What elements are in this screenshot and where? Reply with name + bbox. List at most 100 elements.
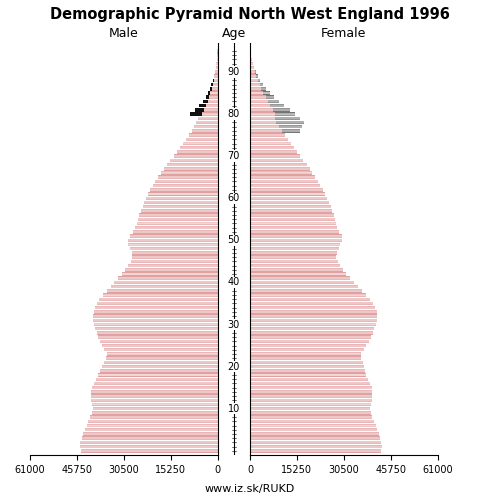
Bar	[250, 214, 334, 217]
Bar	[106, 289, 218, 292]
Bar	[250, 369, 366, 372]
Bar	[250, 192, 326, 196]
Bar	[250, 70, 256, 73]
Bar	[250, 314, 378, 318]
Bar	[90, 398, 218, 402]
Bar	[96, 331, 218, 334]
Bar	[250, 424, 376, 428]
Bar	[268, 100, 279, 103]
Bar	[138, 218, 218, 221]
Bar	[250, 294, 366, 297]
Bar	[204, 108, 218, 112]
Bar	[98, 374, 218, 377]
Bar	[250, 272, 346, 276]
Bar	[250, 327, 374, 330]
Bar	[250, 420, 374, 423]
Bar	[250, 238, 342, 242]
Bar	[210, 87, 212, 90]
Bar	[250, 318, 377, 322]
Bar	[250, 289, 362, 292]
Bar	[130, 260, 218, 263]
Bar	[250, 280, 354, 284]
Bar	[250, 163, 306, 166]
Bar	[275, 116, 300, 120]
Bar	[250, 146, 294, 150]
Bar	[250, 449, 381, 452]
Bar	[250, 336, 371, 339]
Bar	[250, 87, 266, 90]
Bar	[250, 356, 362, 360]
Bar	[250, 382, 370, 385]
Bar	[250, 416, 372, 419]
Bar	[217, 58, 218, 61]
Bar	[94, 318, 218, 322]
Bar	[164, 167, 218, 170]
Bar	[92, 386, 218, 390]
Bar	[250, 428, 378, 432]
Bar	[203, 100, 207, 103]
Bar	[272, 108, 289, 112]
Bar	[250, 83, 263, 86]
Bar	[250, 116, 300, 120]
Bar	[250, 100, 279, 103]
Bar	[214, 78, 218, 82]
Bar	[212, 87, 218, 90]
Bar	[250, 432, 379, 436]
Bar	[100, 369, 218, 372]
Bar	[128, 264, 218, 268]
Bar	[84, 428, 218, 432]
Bar	[250, 226, 338, 230]
Bar	[167, 163, 218, 166]
Bar	[94, 310, 218, 314]
Bar	[250, 398, 372, 402]
Bar	[133, 230, 218, 234]
Bar	[170, 158, 218, 162]
Bar	[250, 247, 339, 250]
Bar	[250, 340, 368, 343]
Bar	[250, 306, 375, 310]
Bar	[282, 129, 300, 132]
Bar	[192, 129, 218, 132]
Bar	[110, 285, 218, 288]
Text: Male: Male	[109, 28, 138, 40]
Bar	[250, 96, 274, 99]
Bar	[250, 407, 370, 410]
Bar	[88, 420, 218, 423]
Bar	[95, 306, 218, 310]
Bar	[158, 176, 218, 179]
Bar	[250, 150, 298, 154]
Bar	[146, 196, 218, 200]
Bar	[250, 108, 290, 112]
Text: 80: 80	[228, 109, 240, 119]
Bar	[206, 104, 218, 108]
Bar	[92, 407, 218, 410]
Text: Age: Age	[222, 28, 246, 40]
Bar	[250, 256, 336, 259]
Bar	[250, 158, 304, 162]
Bar	[106, 356, 218, 360]
Bar	[250, 365, 364, 368]
Bar	[83, 432, 218, 436]
Bar	[250, 62, 253, 66]
Bar	[250, 58, 252, 61]
Bar	[263, 92, 270, 94]
Text: www.iz.sk/RUKD: www.iz.sk/RUKD	[205, 484, 295, 494]
Bar	[92, 403, 218, 406]
Bar	[250, 390, 372, 394]
Bar	[125, 268, 218, 272]
Bar	[100, 298, 218, 301]
Bar	[250, 78, 260, 82]
Bar	[216, 62, 218, 66]
Bar	[94, 382, 218, 385]
Bar	[250, 378, 368, 381]
Bar	[250, 348, 364, 352]
Bar	[250, 360, 362, 364]
Bar	[260, 83, 263, 86]
Bar	[270, 104, 284, 108]
Bar	[279, 125, 302, 128]
Bar	[177, 150, 218, 154]
Bar	[216, 66, 218, 70]
Bar	[250, 222, 336, 225]
Bar	[212, 83, 218, 86]
Bar	[92, 390, 218, 394]
